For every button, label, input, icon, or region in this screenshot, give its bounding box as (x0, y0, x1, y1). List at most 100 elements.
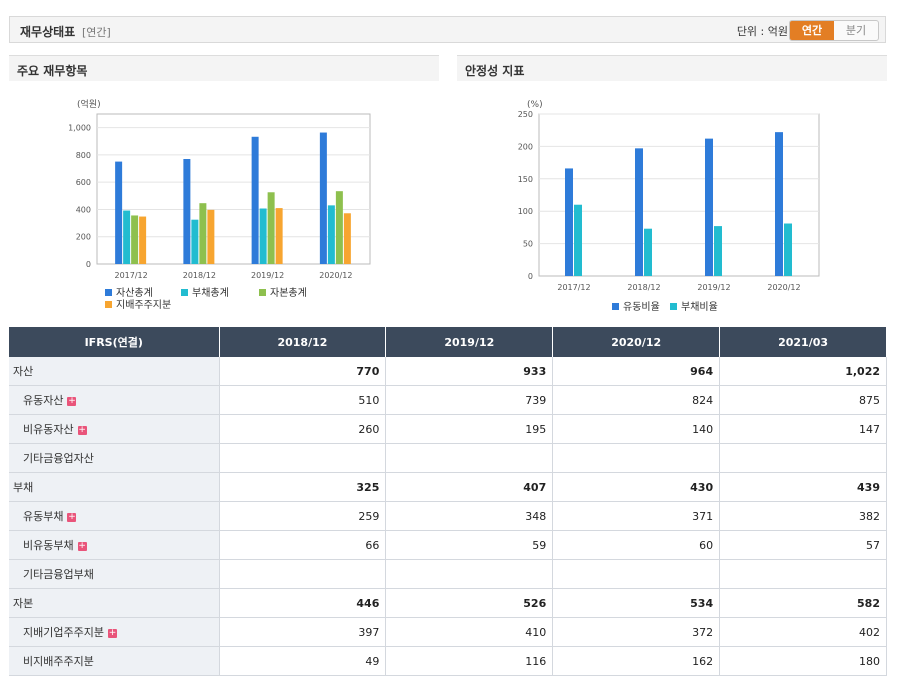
bar (335, 191, 343, 264)
bar (574, 204, 582, 276)
table-cell (385, 559, 554, 589)
legend-label: 유동비율 (623, 301, 660, 313)
y-tick-label: 0 (86, 260, 91, 269)
financial-items-chart: 0 200 400 600 800 1,000 (억원) 2017/12 2018/12 2019… (9, 82, 439, 322)
left-panel-header: 주요 재무항목 (9, 55, 439, 81)
table-cell (219, 443, 387, 473)
table-cell: 382 (719, 501, 887, 531)
table-header-period: 2021/03 (719, 327, 887, 357)
bar (251, 136, 259, 264)
bar (267, 192, 275, 264)
table-row: 지배기업주주지분 +397 410 372 402 (9, 617, 887, 647)
right-panel-header: 안정성 지표 (457, 55, 887, 81)
expand-plus-icon[interactable]: + (67, 511, 77, 522)
bar (183, 159, 191, 264)
bar (275, 208, 283, 264)
table-cell: 116 (385, 646, 554, 676)
table-cell: 259 (219, 501, 387, 531)
row-label: 비지배주주지분 (9, 646, 220, 676)
row-label-text: 비유동부채 (23, 539, 74, 552)
y-tick-label: 600 (76, 178, 91, 187)
row-label: 자산 (9, 357, 220, 386)
table-row: 기타금융업자산 (9, 443, 887, 473)
bar (784, 223, 792, 276)
quarter-button[interactable]: 분기 (845, 24, 867, 37)
table-row: 비유동자산 +260 195 140 147 (9, 414, 887, 444)
table-header-row: IFRS(연결) 2018/12 2019/12 2020/12 2021/03 (9, 327, 887, 357)
bar (343, 213, 351, 264)
table-cell: 180 (719, 646, 887, 676)
bar (327, 205, 335, 264)
table-cell: 372 (552, 617, 721, 647)
table-cell: 407 (385, 472, 554, 502)
plot-area (538, 113, 820, 277)
table-cell: 824 (552, 385, 721, 415)
table-cell: 397 (219, 617, 387, 647)
section-subtitle: [연간] (82, 26, 111, 39)
legend-label: 자본총계 (270, 287, 307, 299)
table-cell (719, 443, 887, 473)
table-cell: 875 (719, 385, 887, 415)
row-label-text: 기타금융업부채 (23, 568, 94, 581)
row-label: 기타금융업자산 (9, 443, 220, 473)
legend-swatch (259, 289, 266, 296)
table-cell: 140 (552, 414, 721, 444)
y-tick-label: 200 (518, 142, 533, 151)
table-cell (552, 559, 721, 589)
bar (199, 203, 207, 264)
financial-items-svg: 0 200 400 600 800 1,000 (억원) 2017/12 2018/12 2019… (68, 98, 371, 311)
table-cell: 534 (552, 588, 721, 618)
legend-swatch (105, 289, 112, 296)
table-cell: 402 (719, 617, 887, 647)
legend-label: 지배주주지분 (116, 299, 171, 311)
bar (775, 132, 783, 276)
table-row: 자본 446 526 534 582 (9, 588, 887, 618)
table-cell (552, 443, 721, 473)
table-cell (719, 559, 887, 589)
row-label-text: 지배기업주주지분 (23, 626, 104, 639)
table-row: 기타금융업부채 (9, 559, 887, 589)
bar (131, 215, 139, 264)
bar (319, 132, 327, 264)
y-tick-label: 150 (518, 175, 533, 184)
stability-svg: 0 50 100 150 200 250(%) 2017/12 2018/12 2019/12 2… (518, 100, 820, 313)
bar (635, 148, 643, 276)
expand-plus-icon[interactable]: + (107, 627, 117, 638)
table-cell: 260 (219, 414, 387, 444)
legend-swatch (612, 303, 619, 310)
row-label: 비유동자산 + (9, 414, 220, 444)
row-label: 비유동부채 + (9, 530, 220, 560)
table-cell: 348 (385, 501, 554, 531)
x-tick-label: 2020/12 (319, 271, 352, 280)
row-label-text: 비유동자산 (23, 423, 74, 436)
legend-label: 부채총계 (192, 287, 229, 299)
row-label: 유동자산 + (9, 385, 220, 415)
table-cell: 371 (552, 501, 721, 531)
x-tick-label: 2019/12 (697, 283, 730, 292)
table-cell: 739 (385, 385, 554, 415)
expand-plus-icon[interactable]: + (67, 395, 77, 406)
x-tick-label: 2017/12 (115, 271, 148, 280)
row-label: 자본 (9, 588, 220, 618)
table-row: 비유동부채 +66 59 60 57 (9, 530, 887, 560)
table-cell: 933 (385, 357, 554, 386)
table-cell: 60 (552, 530, 721, 560)
row-label-text: 자본 (13, 597, 34, 610)
x-tick-label: 2018/12 (627, 283, 660, 292)
expand-plus-icon[interactable]: + (77, 424, 87, 435)
bar (259, 208, 267, 264)
x-tick-label: 2019/12 (251, 271, 284, 280)
table-cell: 446 (219, 588, 387, 618)
bar (714, 226, 722, 276)
table-cell: 325 (219, 472, 387, 502)
table-header-period: 2019/12 (385, 327, 554, 357)
table-cell: 147 (719, 414, 887, 444)
bar (191, 219, 199, 264)
section-title: 재무상태표 (20, 25, 76, 39)
left-panel-title: 주요 재무항목 (17, 64, 88, 78)
row-label: 부채 (9, 472, 220, 502)
annual-button[interactable]: 연간 (790, 21, 834, 40)
table-cell: 410 (385, 617, 554, 647)
expand-plus-icon[interactable]: + (77, 540, 87, 551)
y-axis-label: (%) (527, 100, 543, 110)
